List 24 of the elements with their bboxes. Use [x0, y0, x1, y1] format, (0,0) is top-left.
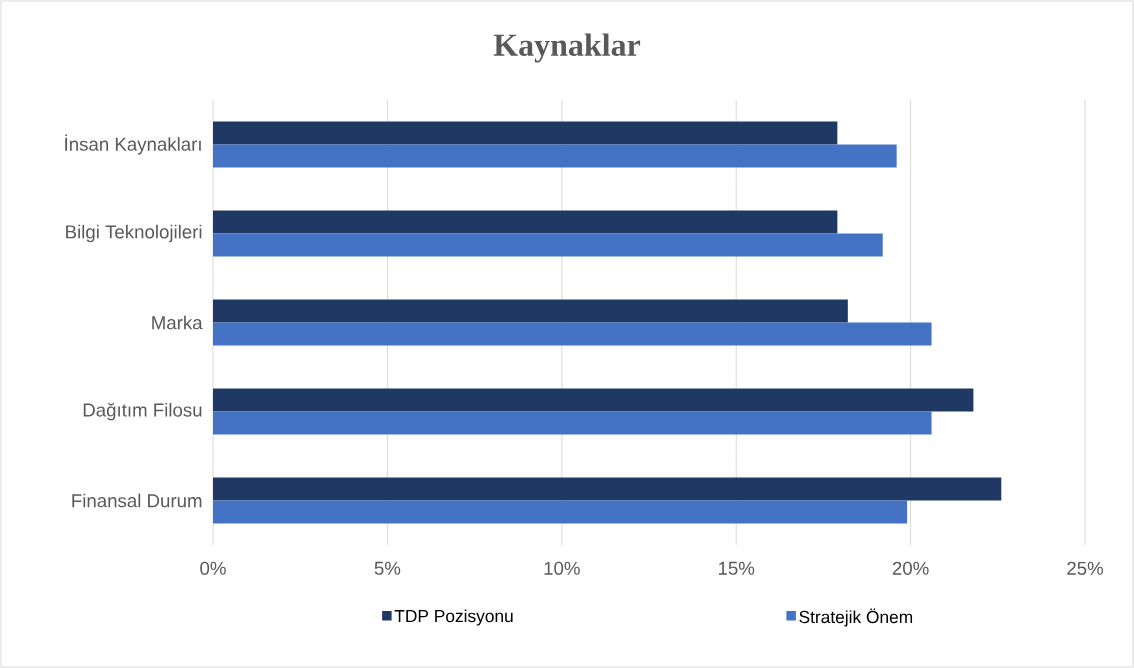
y-tick-label: Finansal Durum — [72, 493, 202, 508]
y-tick-label: Bilgi Teknolojileri — [66, 224, 202, 243]
bar — [213, 411, 932, 435]
bar — [213, 299, 848, 323]
bar — [213, 477, 1002, 501]
x-tick-label: 0% — [200, 561, 226, 575]
legend-label: TDP Pozisyonu — [394, 609, 513, 626]
x-tick-label: 15% — [718, 561, 755, 575]
x-tick-label: 10% — [544, 561, 580, 575]
bar — [213, 388, 974, 412]
bar — [213, 210, 838, 234]
chart-title: Kaynaklar — [493, 33, 641, 63]
y-tick-label: Dağıtım Filosu — [83, 402, 202, 421]
x-tick-label: 25% — [1067, 561, 1104, 575]
bar — [213, 144, 897, 168]
x-tick-label: 20% — [892, 561, 929, 575]
bar — [213, 121, 838, 145]
legend-label: Stratejik Önem — [799, 608, 913, 627]
bar — [213, 322, 932, 346]
bar — [213, 233, 883, 257]
y-tick-label: Marka — [152, 315, 203, 330]
x-tick-label: 5% — [374, 561, 401, 575]
y-tick-label: İnsan Kaynakları — [65, 134, 201, 155]
bar — [213, 500, 908, 524]
